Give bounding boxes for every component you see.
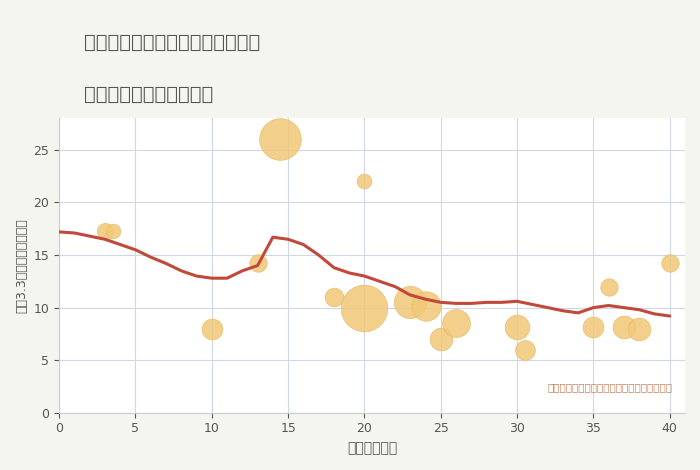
Point: [664, 260, 676, 267]
Point: [275, 136, 286, 143]
Text: 兵庫県美方郡香美町香住区矢田の: 兵庫県美方郡香美町香住区矢田の: [84, 33, 260, 52]
Point: [328, 293, 339, 301]
Point: [634, 325, 645, 332]
Point: [107, 227, 118, 235]
Point: [519, 346, 531, 353]
X-axis label: 築年数（年）: 築年数（年）: [347, 441, 397, 455]
Point: [450, 320, 461, 327]
Text: 築年数別中古戸建て価格: 築年数別中古戸建て価格: [84, 85, 214, 103]
Point: [512, 323, 523, 330]
Point: [588, 323, 599, 330]
Point: [359, 304, 370, 311]
Point: [603, 283, 615, 290]
Point: [359, 178, 370, 185]
Point: [206, 325, 218, 332]
Point: [420, 302, 431, 309]
Y-axis label: 平（3.3㎡）単価（万円）: 平（3.3㎡）単価（万円）: [15, 218, 28, 313]
Point: [252, 260, 263, 267]
Point: [618, 323, 629, 330]
Text: 円の大きさは、取引のあった物件面積を示す: 円の大きさは、取引のあった物件面積を示す: [547, 382, 673, 392]
Point: [405, 298, 416, 306]
Point: [99, 227, 111, 235]
Point: [435, 336, 447, 343]
